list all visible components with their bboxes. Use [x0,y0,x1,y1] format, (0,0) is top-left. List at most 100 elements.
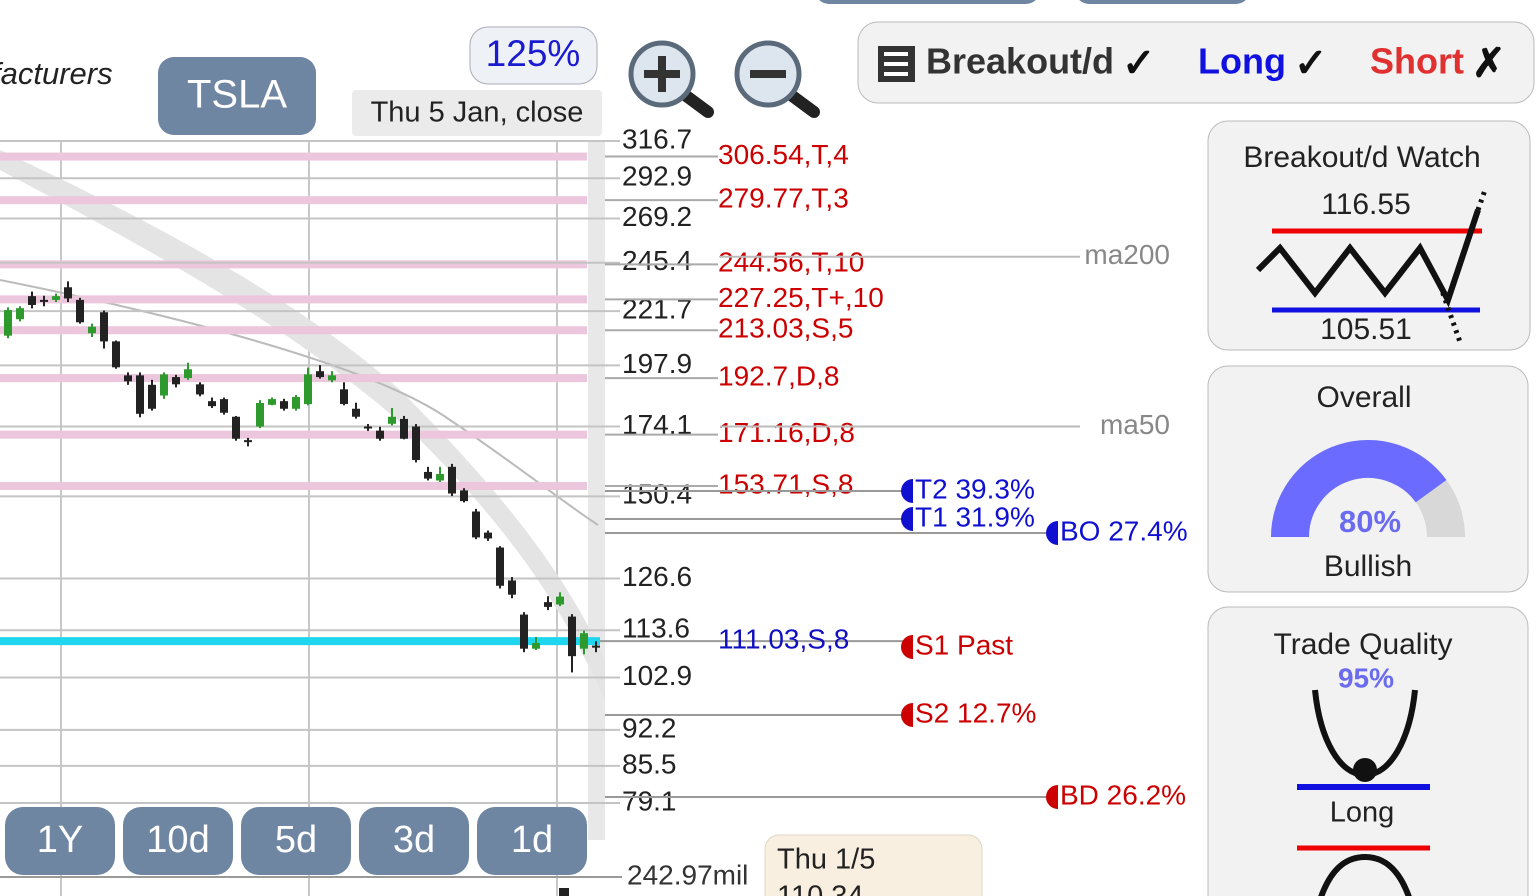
timeframe-button[interactable] [241,807,351,875]
toolbar-label[interactable]: Breakout/d [926,41,1114,82]
candle-body [436,474,444,481]
panel-title: Breakout/d Watch [1243,141,1480,174]
timeframe-button[interactable] [359,807,469,875]
zoom-in[interactable] [628,40,714,118]
toolbar-label[interactable]: Long [1198,41,1286,82]
y-tick-label: 269.2 [622,201,692,232]
level-label: 279.77,T,3 [718,183,849,214]
toolbar-mark[interactable]: ✓ [1294,42,1328,86]
candle-body [16,308,24,320]
quality-direction: Long [1330,797,1395,829]
timeframe-label[interactable]: 1d [511,819,553,861]
toolbar [857,21,1535,104]
toolbar-mark[interactable]: ✓ [1122,42,1156,86]
target-marker [901,635,913,659]
level-label: 306.54,T,4 [718,139,849,170]
level-band [0,326,587,335]
timeframe-label[interactable]: 1Y [37,819,83,861]
target-label: BO 27.4% [1060,515,1188,546]
candle-body [268,399,276,405]
level-band [0,295,587,304]
y-tick-label: 292.9 [622,161,692,192]
tooltip-date: Thu 1/5 [777,844,875,876]
timeframe-label[interactable]: 10d [146,819,209,861]
candle-body [352,408,360,417]
top-button[interactable] [815,0,1040,4]
timeframe-label[interactable]: 3d [393,819,435,861]
y-tick-label: 221.7 [622,294,692,325]
candle-body [208,401,216,407]
timeframe-button[interactable] [123,807,233,875]
quality-icon [1297,689,1430,896]
timeframe-label[interactable]: 5d [275,819,317,861]
y-tick-label: 92.2 [622,712,677,743]
candle-body [280,401,288,409]
verdict: Bullish [1324,550,1412,583]
top-button[interactable] [1075,0,1250,4]
target-marker [901,703,913,727]
level-band [0,481,587,490]
candle-body [388,416,396,424]
level-band [0,260,587,269]
y-tick-label: 150.4 [622,479,692,510]
candle-body [340,389,348,405]
candle-body [400,418,408,439]
candle-body [520,614,528,649]
candle-body [472,511,480,538]
panel-title: Trade Quality [1274,628,1453,661]
candle-body [88,326,96,334]
zoom-badge[interactable] [469,26,598,85]
toolbar-label[interactable]: Short [1370,41,1464,82]
candle-body [76,299,84,323]
y-tick-label: 79.1 [622,785,677,816]
level-label: 227.25,T+,10 [718,282,884,313]
candle-body [148,384,156,409]
target-marker [901,507,913,531]
ma-band [0,150,605,700]
level-label: 153.71,S,8 [718,468,853,499]
symbol-button[interactable] [158,57,316,135]
level-band [0,196,587,205]
candle-body [580,633,588,649]
candle-body [220,399,228,413]
target-label: S2 12.7% [915,697,1036,728]
candle-body [424,471,432,479]
candle-body [136,375,144,414]
candle-body [292,397,300,409]
target-marker [1046,521,1058,545]
zoom-out[interactable] [734,40,820,118]
candle-body [448,466,456,494]
candle-body [556,596,564,605]
breakout-icon [1255,189,1488,343]
level-label: 244.56,T,10 [718,247,864,278]
candle-body [412,426,420,461]
y-tick-label: 126.6 [622,561,692,592]
candle-body [4,310,12,336]
timeframe-button[interactable] [477,807,587,875]
date-label: Thu 5 Jan, close [371,97,584,129]
candle-body [196,384,204,395]
lower-level: 105.51 [1320,313,1412,346]
level-label: 192.7,D,8 [718,360,839,391]
candle-body [64,287,72,299]
timeframe-button[interactable] [5,807,115,875]
candle-body [316,371,324,378]
y-tick-label: 245.4 [622,245,692,276]
candle-body [508,580,516,595]
candle-body [364,426,372,429]
gauge-fill [1271,440,1447,538]
menu-icon[interactable] [878,46,915,82]
toolbar-mark[interactable]: ✗ [1472,42,1506,86]
candle-body [232,416,240,439]
y-tick-label: 85.5 [622,748,677,779]
support-label: 111.03,S,8 [718,624,849,655]
zoom-level: 125% [486,33,581,74]
candle-body [124,375,132,382]
y-tick-label: 316.7 [622,123,692,154]
candle-body [460,490,468,502]
y-tick-label: 113.6 [622,613,690,644]
candle-body [28,296,36,305]
candle-body [244,440,252,443]
